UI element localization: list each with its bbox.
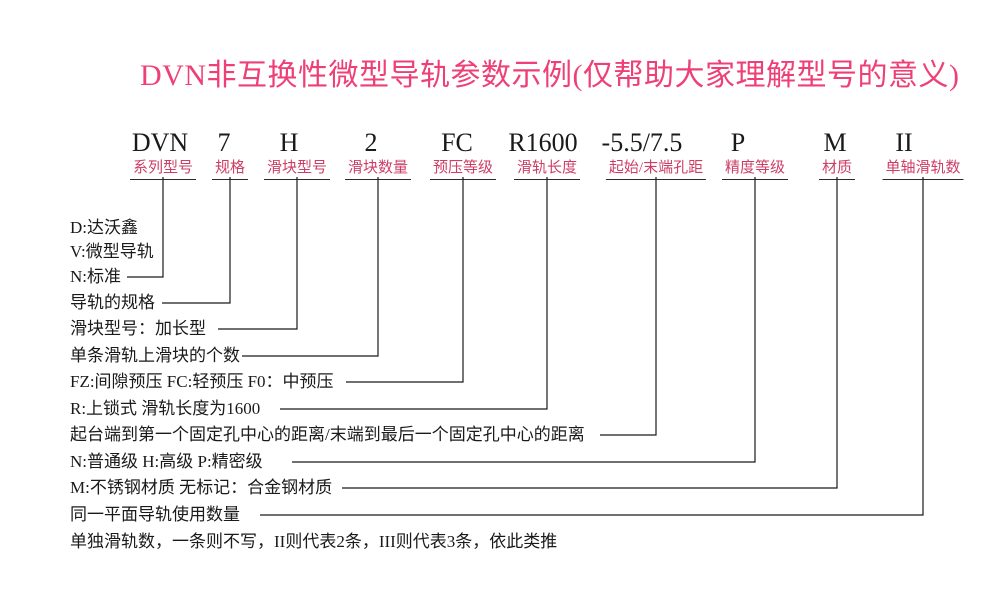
field-label-preload: 预压等级: [429, 156, 497, 180]
explanation-row-n: N:标准: [70, 267, 121, 286]
connector-precision: [292, 177, 756, 463]
code-segment-material: M: [823, 128, 847, 157]
code-segment-preload: FC: [441, 128, 473, 157]
code-segment-series: DVN: [131, 128, 189, 157]
explanation-row-precision: N:普通级 H:高级 P:精密级: [70, 452, 263, 471]
connector-block-type: [218, 177, 298, 330]
explanation-row-size: 导轨的规格: [70, 293, 155, 312]
explanation-row-hole-pitch: 起台端到第一个固定孔中心的距离/末端到最后一个固定孔中心的距离: [70, 425, 585, 444]
field-label-rail-length: 滑轨长度: [513, 156, 581, 180]
explanation-row-block-type: 滑块型号：加长型: [70, 319, 206, 338]
explanation-row-material: M:不锈钢材质 无标记：合金钢材质: [70, 478, 333, 497]
connector-preload: [346, 177, 464, 383]
field-label-rail-count: 单轴滑轨数: [882, 156, 964, 180]
explanation-row-rail-count: 同一平面导轨使用数量: [70, 505, 240, 524]
explanation-row-note: 单独滑轨数，一条则不写，II则代表2条，III则代表3条，依此类推: [70, 532, 558, 551]
connector-rail-count: [260, 177, 924, 516]
field-label-hole-pitch: 起始/末端孔距: [605, 156, 707, 180]
page-title: DVN非互换性微型导轨参数示例(仅帮助大家理解型号的意义): [140, 59, 960, 92]
code-segment-size: 7: [217, 128, 231, 157]
code-segment-hole-pitch: -5.5/7.5: [601, 128, 683, 157]
code-segment-precision: P: [730, 128, 746, 157]
code-segment-rail-length: R1600: [508, 128, 578, 157]
connector-block-count: [242, 177, 379, 357]
field-label-material: 材质: [818, 156, 856, 180]
connector-hole-pitch: [600, 177, 657, 436]
code-segment-block-type: H: [279, 128, 299, 157]
field-label-series: 系列型号: [129, 156, 197, 180]
code-segment-block-count: 2: [364, 128, 378, 157]
field-label-precision: 精度等级: [721, 156, 789, 180]
field-label-block-count: 滑块数量: [344, 156, 412, 180]
field-label-block-type: 滑块型号: [263, 156, 331, 180]
explanation-row-preload: FZ:间隙预压 FC:轻预压 F0：中预压: [70, 372, 334, 391]
explanation-row-block-count: 单条滑轨上滑块的个数: [70, 346, 240, 365]
field-label-size: 规格: [211, 156, 249, 180]
explanation-row-d: D:达沃鑫: [70, 218, 138, 237]
explanation-row-rail-length: R:上锁式 滑轨长度为1600: [70, 399, 261, 418]
code-segment-rail-count: II: [895, 128, 913, 157]
explanation-row-v: V:微型导轨: [70, 242, 154, 261]
connector-size: [162, 177, 231, 304]
